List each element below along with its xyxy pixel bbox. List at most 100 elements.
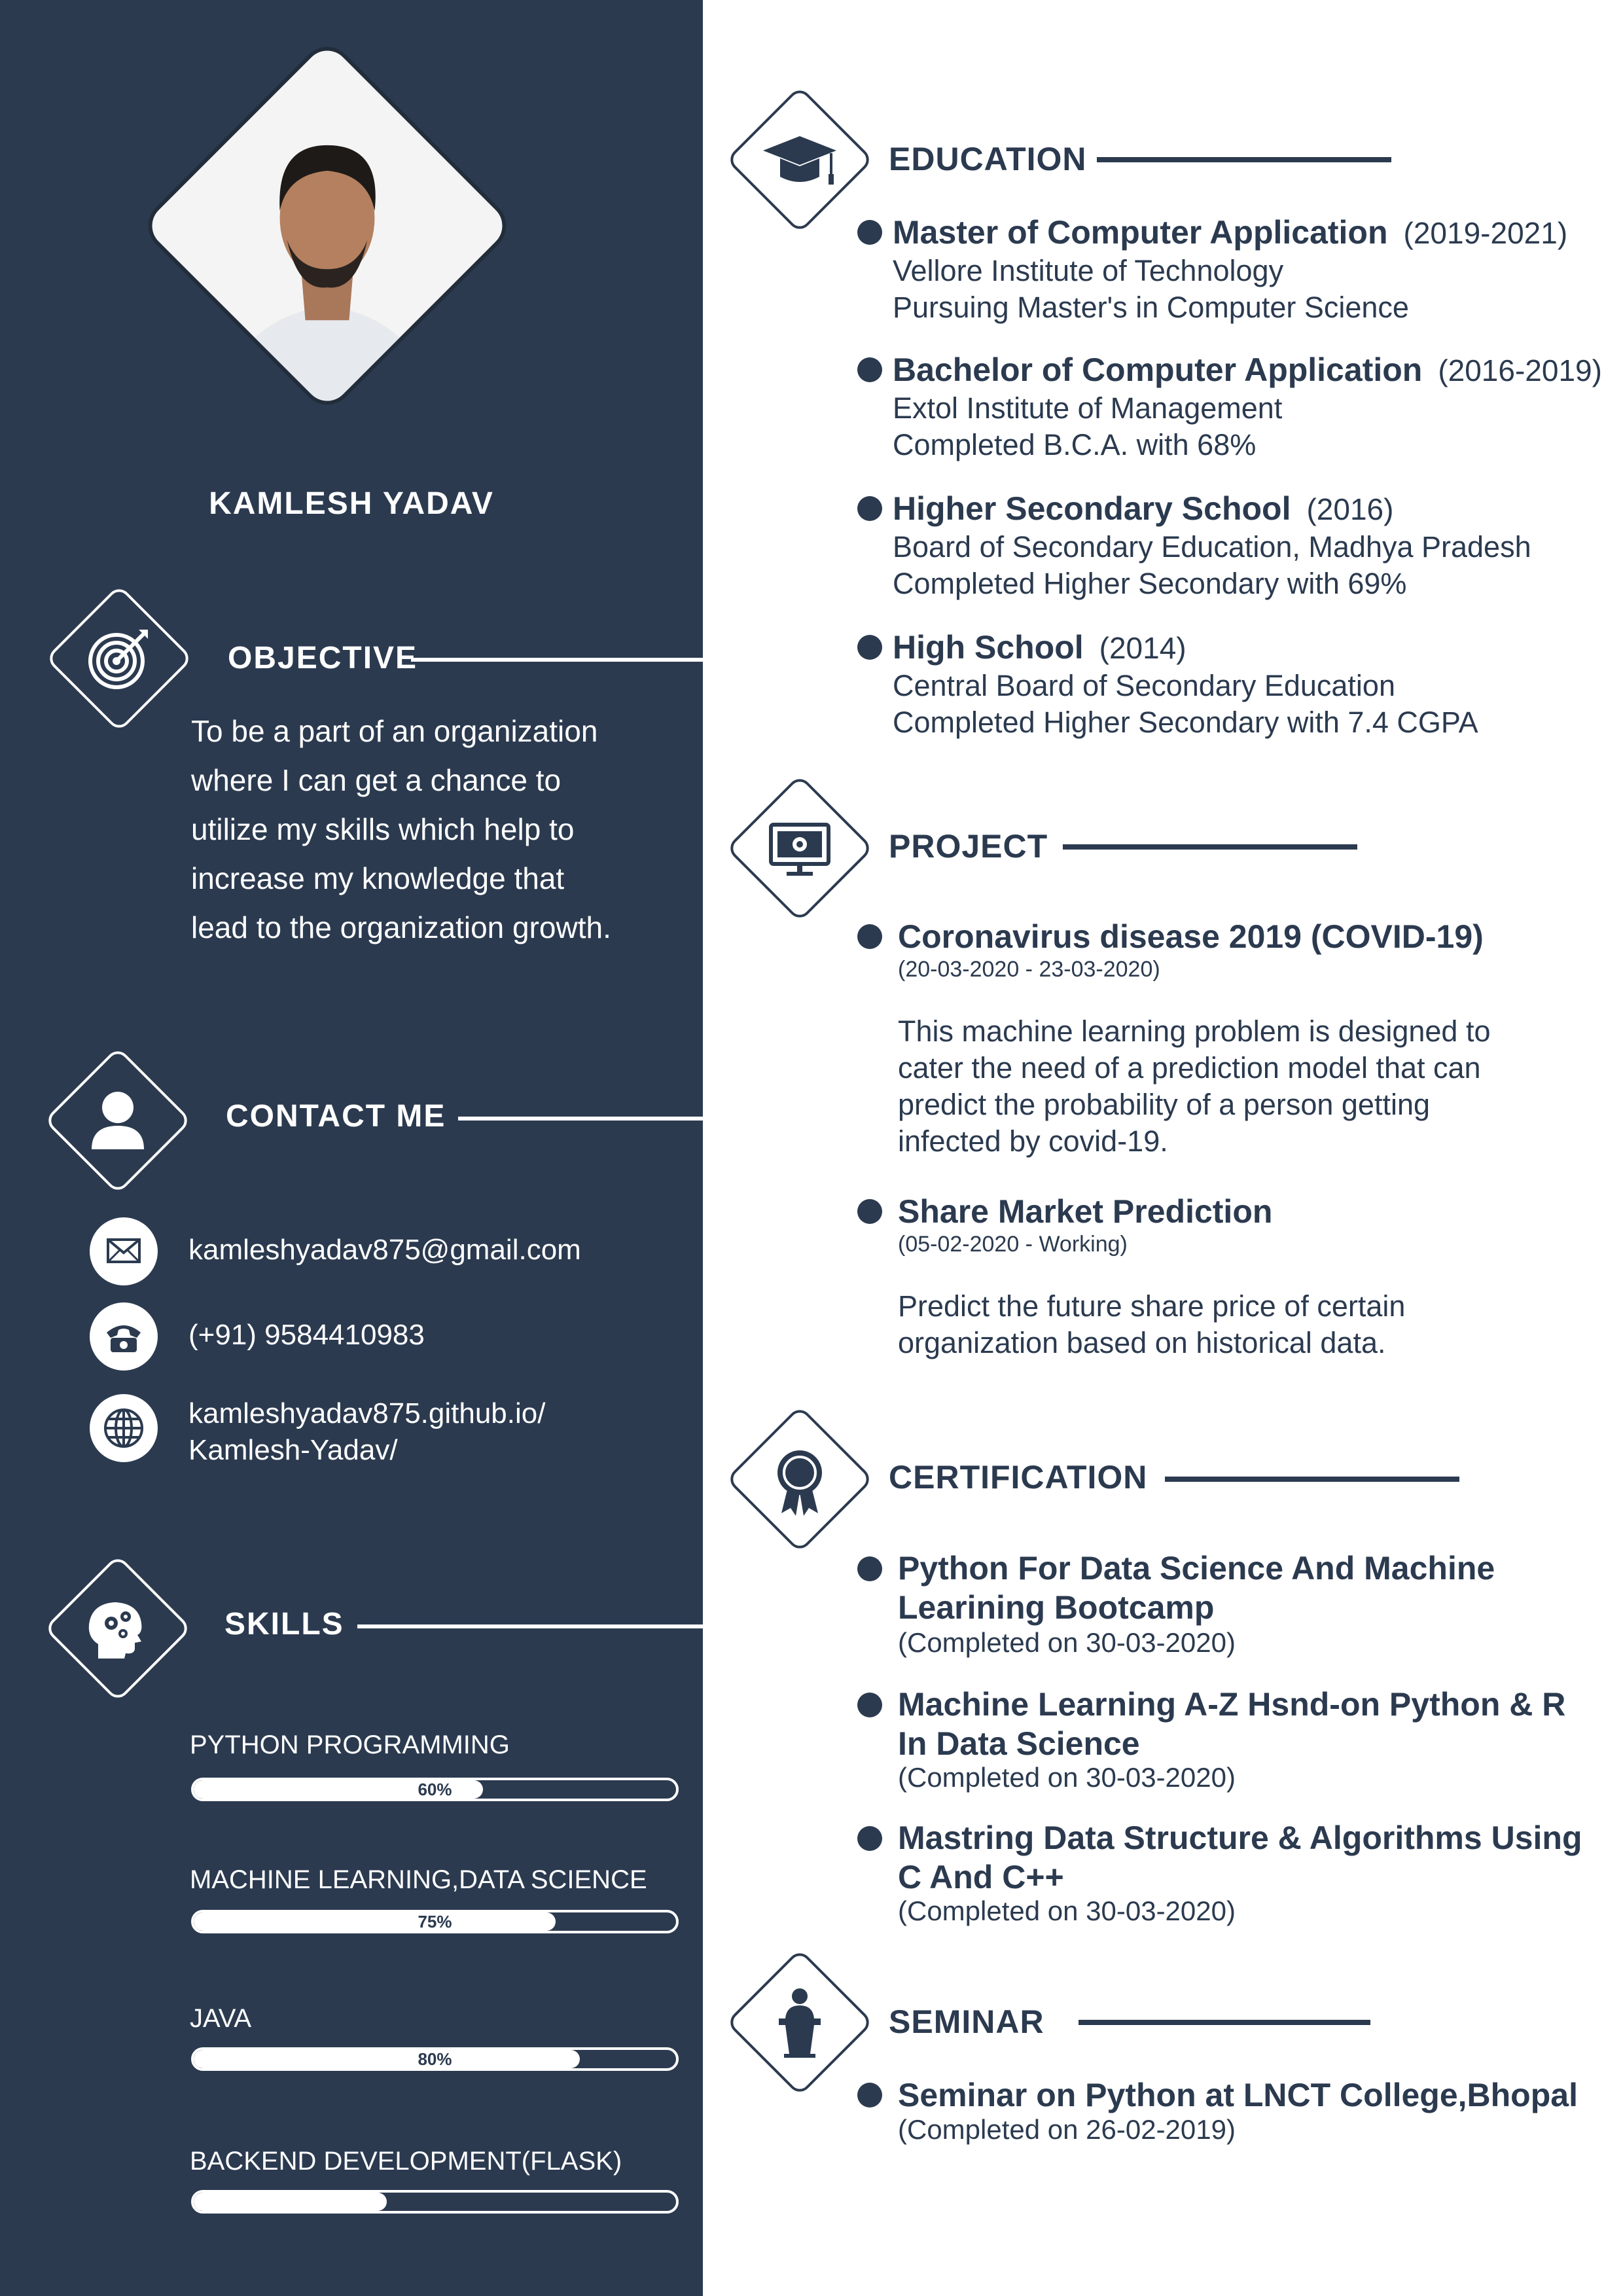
certification-name: Mastring Data Structure & Algorithms Usi… — [898, 1818, 1623, 1897]
education-institute: Central Board of Secondary Education — [893, 669, 1395, 702]
education-detail: Pursuing Master's in Computer Science — [893, 291, 1409, 324]
certification-line: Python For Data Science And Machine — [898, 1550, 1495, 1587]
skill-bar-fill — [194, 1912, 556, 1931]
bullet — [857, 1556, 882, 1581]
education-institute: Extol Institute of Management — [893, 391, 1283, 425]
user-icon — [92, 1092, 144, 1149]
website-line: kamleshyadav875.github.io/ — [188, 1397, 546, 1429]
certification-divider — [1165, 1477, 1459, 1482]
bullet — [857, 1693, 882, 1717]
skill-bar: 40% — [191, 2190, 679, 2214]
bullet — [857, 1826, 882, 1851]
objective-line: lead to the organization growth. — [191, 910, 611, 944]
phone-icon — [90, 1302, 158, 1371]
skills-divider — [357, 1624, 703, 1628]
education-institute: Vellore Institute of Technology — [893, 254, 1284, 287]
project-name: Share Market Prediction — [898, 1193, 1273, 1230]
skill-percent: 60% — [418, 1780, 452, 1799]
seminar-completed: (Completed on 26-02-2019) — [898, 2114, 1236, 2145]
certification-name: Machine Learning A-Z Hsnd-on Python & R … — [898, 1685, 1623, 1763]
objective-line: To be a part of an organization — [191, 714, 598, 748]
skill-bar: 75% — [191, 1910, 679, 1933]
certification-line: Machine Learning A-Z Hsnd-on Python & R — [898, 1686, 1566, 1723]
skill-percent: 40% — [418, 2192, 452, 2212]
description-line: cater the need of a prediction model tha… — [898, 1051, 1481, 1085]
project-divider — [1063, 844, 1357, 850]
objective-divider — [411, 658, 703, 662]
globe-icon — [90, 1394, 158, 1462]
bullet — [857, 924, 882, 949]
target-icon — [88, 630, 148, 689]
skill-bar-fill — [194, 2050, 580, 2068]
education-degree: High School (2014) — [893, 629, 1186, 666]
skills-title: SKILLS — [224, 1607, 344, 1641]
certification-title: CERTIFICATION — [889, 1459, 1148, 1496]
seminar-name: Seminar on Python at LNCT College,Bhopal — [898, 2077, 1578, 2113]
education-title: EDUCATION — [889, 141, 1087, 177]
email-icon — [90, 1217, 158, 1285]
bullet — [857, 496, 882, 521]
speaker-podium-icon — [779, 1988, 821, 2058]
objective-title: OBJECTIVE — [228, 641, 418, 675]
contact-title: CONTACT ME — [226, 1099, 446, 1134]
description-line: predict the probability of a person gett… — [898, 1088, 1431, 1121]
bullet — [857, 1199, 882, 1224]
profile-name: KAMLESH YADAV — [209, 486, 494, 521]
project-description: Predict the future share price of certai… — [898, 1288, 1585, 1361]
certification-line: C And C++ — [898, 1859, 1064, 1895]
project-description: This machine learning problem is designe… — [898, 1013, 1585, 1160]
objective-text: To be a part of an organization where I … — [191, 707, 688, 952]
objective-line: where I can get a chance to — [191, 763, 562, 797]
objective-line: increase my knowledge that — [191, 861, 565, 895]
seminar-title: SEMINAR — [889, 2003, 1044, 2040]
skill-percent: 75% — [418, 1912, 452, 1931]
skill-percent: 80% — [418, 2049, 452, 2069]
project-title: PROJECT — [889, 828, 1048, 865]
description-line: infected by covid-19. — [898, 1124, 1168, 1158]
skill-bar-fill — [194, 2193, 387, 2211]
certification-completed: (Completed on 30-03-2020) — [898, 1895, 1236, 1926]
certification-completed: (Completed on 30-03-2020) — [898, 1762, 1236, 1793]
award-ribbon-icon — [777, 1450, 822, 1516]
education-degree: Master of Computer Application (2019-2021… — [893, 214, 1568, 251]
skill-bar: 60% — [191, 1778, 679, 1801]
education-degree: Higher Secondary School (2016) — [893, 490, 1394, 527]
certification-line: Learining Bootcamp — [898, 1589, 1215, 1626]
bullet — [857, 2083, 882, 2108]
education-detail: Completed Higher Secondary with 69% — [893, 567, 1407, 600]
description-line: organization based on historical data. — [898, 1326, 1386, 1359]
education-detail: Completed Higher Secondary with 7.4 CGPA — [893, 706, 1478, 739]
certification-completed: (Completed on 30-03-2020) — [898, 1627, 1236, 1658]
description-line: This machine learning problem is designe… — [898, 1014, 1491, 1048]
project-dates: (20-03-2020 - 23-03-2020) — [898, 957, 1160, 982]
education-detail: Completed B.C.A. with 68% — [893, 428, 1257, 461]
bullet — [857, 220, 882, 245]
seminar-divider — [1079, 2020, 1370, 2025]
contact-email[interactable]: kamleshyadav875@gmail.com — [188, 1234, 581, 1266]
certification-line: Mastring Data Structure & Algorithms Usi… — [898, 1820, 1582, 1856]
objective-line: utilize my skills which help to — [191, 812, 575, 846]
brain-gears-icon — [88, 1602, 142, 1659]
project-name: Coronavirus disease 2019 (COVID-19) — [898, 918, 1484, 955]
monitor-gear-icon — [769, 823, 830, 876]
education-institute: Board of Secondary Education, Madhya Pra… — [893, 530, 1531, 564]
skill-label: BACKEND DEVELOPMENT(FLASK) — [190, 2147, 622, 2176]
certification-name: Python For Data Science And Machine Lear… — [898, 1549, 1623, 1627]
contact-phone[interactable]: (+91) 9584410983 — [188, 1319, 425, 1351]
bullet — [857, 635, 882, 660]
education-divider — [1097, 157, 1391, 162]
description-line: Predict the future share price of certai… — [898, 1289, 1406, 1323]
contact-website[interactable]: kamleshyadav875.github.io/ Kamlesh-Yadav… — [188, 1395, 545, 1469]
contact-divider — [458, 1117, 703, 1121]
graduation-cap-icon — [763, 136, 836, 185]
skill-bar-fill — [194, 1780, 484, 1799]
education-degree: Bachelor of Computer Application (2016-20… — [893, 351, 1602, 388]
skill-label: JAVA — [190, 2004, 252, 2033]
bullet — [857, 357, 882, 382]
skill-bar: 80% — [191, 2047, 679, 2071]
website-line: Kamlesh-Yadav/ — [188, 1434, 398, 1466]
certification-line: In Data Science — [898, 1725, 1140, 1762]
skill-label: PYTHON PROGRAMMING — [190, 1731, 510, 1759]
skill-label: MACHINE LEARNING,DATA SCIENCE — [190, 1865, 647, 1894]
project-dates: (05-02-2020 - Working) — [898, 1232, 1128, 1257]
